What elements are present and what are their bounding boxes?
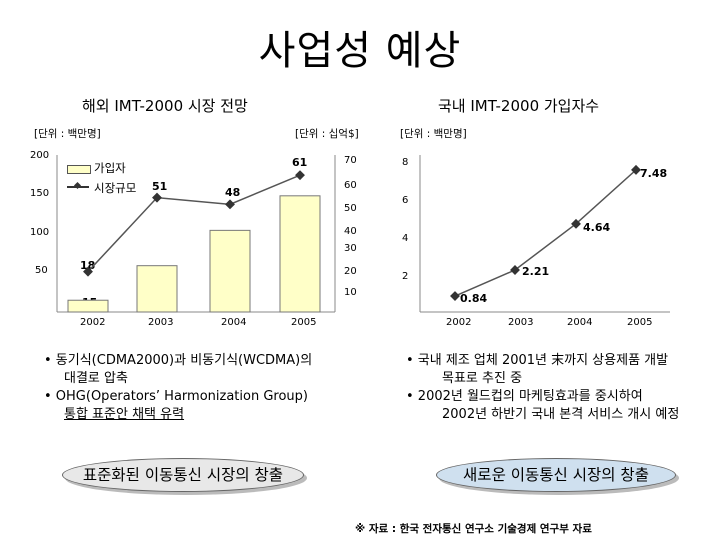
right-axis-tick: 50 (344, 203, 357, 214)
page-title: 사업성 예상 (258, 28, 462, 74)
right-axis-tick: 60 (344, 180, 357, 191)
left-axis-tick: 150 (30, 188, 50, 199)
subscriber-bar (136, 265, 178, 313)
right-chart-y-tick: 8 (402, 157, 409, 168)
left-axis-tick: 200 (30, 150, 50, 161)
line-value-label: 51 (152, 180, 168, 193)
left-chart (56, 155, 336, 313)
bullet-line: 목표로 추진 중 (442, 371, 523, 386)
right-chart-title: 국내 IMT-2000 가입자수 (438, 97, 600, 115)
legend-bar-swatch (67, 165, 91, 174)
left-bullets: • 동기식(CDMA2000)과 비동기식(WCDMA)의 대결로 압축 • O… (44, 352, 364, 424)
left-chart-unit-right: [단위 : 십억$] (295, 128, 359, 140)
legend-market-label: 시장규모 (94, 181, 137, 195)
legend-subscribers-label: 가입자 (94, 161, 126, 175)
subscriber-point (571, 218, 581, 229)
bullet-line: • OHG(Operators’ Harmonization Group) (44, 389, 308, 404)
bullet-line: • 2002년 월드컵의 마케팅효과를 중시하여 (406, 389, 643, 404)
right-axis-tick: 70 (344, 155, 357, 166)
right-chart-x-tick: 2005 (627, 317, 653, 328)
right-chart-y-tick: 6 (402, 195, 409, 206)
market-size-line (87, 174, 301, 273)
line-value-label: 61 (292, 156, 308, 169)
left-chart-unit-left: [단위 : 백만명] (34, 128, 101, 140)
new-market-oval: 새로운 이동통신 시장의 창출 (436, 458, 676, 492)
subscriber-bar (209, 229, 251, 313)
market-size-point (225, 199, 235, 210)
right-chart-y-tick: 4 (402, 233, 409, 244)
right-axis-tick: 40 (344, 226, 357, 237)
right-axis-tick: 20 (344, 266, 357, 277)
right-chart-x-tick: 2003 (508, 317, 534, 328)
standard-market-oval: 표준화된 이동통신 시장의 창출 (62, 458, 304, 492)
left-axis-tick: 100 (30, 227, 50, 238)
right-axis-tick: 10 (344, 287, 357, 298)
bullet-line: • 국내 제조 업체 2001년 末까지 상용제품 개발 (406, 353, 669, 368)
market-size-point (152, 192, 162, 203)
right-chart-y-tick: 2 (402, 271, 409, 282)
domestic-subscribers-line (454, 169, 637, 297)
left-x-tick: 2005 (291, 317, 317, 328)
left-axis-tick: 50 (35, 265, 48, 276)
source-note: ※ 자료 : 한국 전자통신 연구소 기술경제 연구부 자료 (355, 523, 592, 535)
subscriber-point (510, 265, 520, 275)
right-chart-value-label: 0.84 (460, 292, 488, 305)
right-chart-x-tick: 2002 (446, 317, 472, 328)
right-chart-unit: [단위 : 백만명] (400, 128, 467, 140)
right-chart-value-label: 4.64 (583, 221, 611, 234)
left-x-tick: 2003 (148, 317, 174, 328)
bullet-line: 대결로 압축 (64, 371, 128, 386)
right-axis-tick: 30 (344, 243, 357, 254)
subscriber-bar (279, 195, 321, 313)
subscriber-bar (67, 299, 109, 313)
market-size-point (295, 170, 305, 181)
bullet-line: • 동기식(CDMA2000)과 비동기식(WCDMA)의 (44, 353, 313, 368)
bullet-line: 2002년 하반기 국내 본격 서비스 개시 예정 (442, 407, 680, 422)
subscriber-point (450, 291, 460, 301)
right-chart-value-label: 7.48 (640, 167, 668, 180)
left-x-tick: 2002 (80, 317, 106, 328)
subscriber-point (631, 164, 641, 175)
right-chart-value-label: 2.21 (522, 265, 550, 278)
right-bullets: • 국내 제조 업체 2001년 末까지 상용제품 개발 목표로 추진 중 • … (406, 352, 718, 424)
right-chart (419, 155, 670, 313)
right-chart-x-tick: 2004 (567, 317, 593, 328)
line-value-label: 48 (225, 186, 241, 199)
left-chart-title: 해외 IMT-2000 시장 전망 (82, 97, 248, 115)
bullet-line: 통합 표준안 채택 유력 (64, 407, 185, 422)
left-x-tick: 2004 (221, 317, 247, 328)
